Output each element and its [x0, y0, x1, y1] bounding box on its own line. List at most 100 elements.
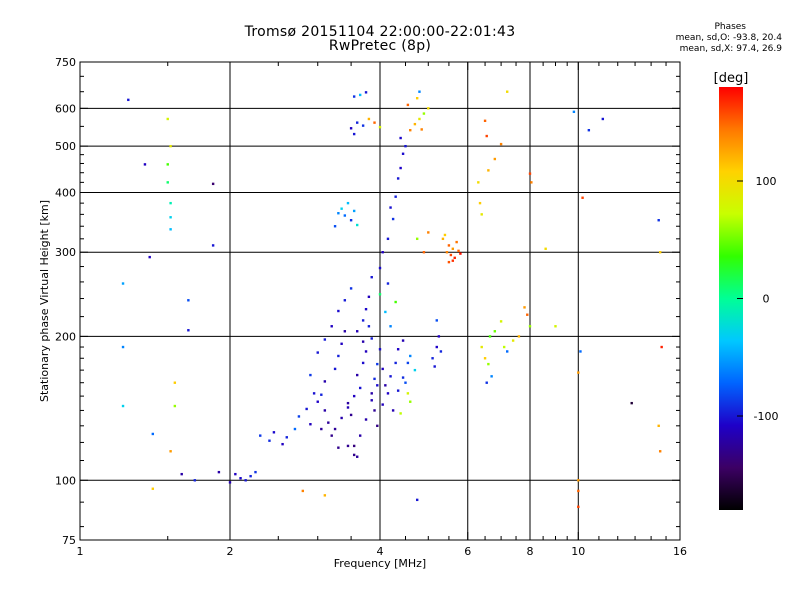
data-point	[490, 375, 493, 378]
y-tick-label: 400	[55, 186, 76, 199]
y-axis: 75 100 200 300 400 500 600 750	[55, 56, 680, 547]
data-point	[530, 181, 533, 184]
data-point	[384, 384, 387, 387]
data-point	[587, 128, 591, 132]
data-point	[309, 373, 312, 377]
data-point	[401, 339, 405, 342]
data-point	[173, 381, 177, 384]
y-tick-label: 750	[55, 56, 76, 69]
data-point	[427, 107, 430, 110]
data-point	[478, 201, 482, 205]
data-point	[386, 392, 390, 395]
data-point	[439, 350, 443, 353]
grid-lines	[80, 62, 680, 540]
data-point	[169, 228, 172, 231]
data-point	[151, 432, 155, 436]
data-point	[376, 384, 379, 387]
data-point	[285, 436, 288, 439]
data-point	[445, 251, 449, 254]
data-point	[409, 128, 412, 132]
y-tick-label: 600	[55, 102, 76, 115]
data-point	[499, 320, 503, 323]
data-point	[337, 212, 340, 215]
data-point	[528, 325, 532, 328]
data-point	[389, 206, 392, 209]
data-point	[259, 434, 262, 437]
data-point	[483, 357, 487, 360]
data-point	[485, 134, 488, 138]
data-point	[433, 365, 436, 368]
data-point	[173, 404, 177, 408]
data-point	[511, 339, 515, 342]
y-tick-label: 500	[55, 140, 76, 153]
data-point	[151, 487, 155, 490]
data-point	[244, 479, 247, 482]
data-point	[396, 389, 400, 392]
data-point	[337, 446, 340, 449]
data-point	[579, 350, 582, 353]
data-point	[169, 144, 172, 148]
data-point	[346, 401, 350, 405]
data-point	[333, 427, 337, 431]
data-point	[166, 117, 169, 121]
data-point	[349, 127, 353, 130]
data-point	[459, 252, 462, 255]
data-point	[386, 282, 390, 285]
x-tick-label: 2	[227, 545, 234, 558]
data-point	[413, 368, 417, 372]
data-point	[358, 434, 362, 437]
data-point	[427, 231, 430, 234]
data-point	[420, 128, 423, 131]
data-point	[361, 361, 365, 365]
data-point	[361, 319, 365, 322]
data-point	[217, 470, 221, 474]
data-point	[485, 381, 488, 384]
data-point	[528, 172, 532, 175]
data-point	[337, 309, 340, 313]
y-axis-label: Stationary phase Virtual Height [km]	[38, 200, 51, 402]
data-point	[447, 244, 451, 247]
data-point	[370, 392, 373, 395]
data-point	[660, 345, 663, 349]
data-point	[418, 117, 421, 121]
data-point	[381, 367, 384, 371]
data-point	[422, 251, 426, 254]
colorbar-tick-label: -100	[754, 410, 779, 423]
data-point	[451, 247, 455, 250]
data-point	[349, 219, 353, 222]
data-point	[352, 453, 356, 457]
data-point	[493, 330, 497, 333]
data-point	[337, 354, 340, 358]
data-point	[453, 256, 456, 260]
phase-stats: Phases mean, sd,O: -93.8, 20.4 mean, sd,…	[676, 22, 782, 55]
data-point	[169, 450, 172, 453]
data-point	[378, 348, 382, 351]
data-point	[333, 225, 337, 228]
x-tick-label: 1	[77, 545, 84, 558]
data-point	[526, 313, 529, 316]
data-point	[415, 96, 419, 100]
data-point	[523, 306, 526, 309]
data-point	[404, 144, 407, 148]
data-point	[228, 481, 232, 484]
data-point	[657, 219, 660, 222]
data-point	[211, 244, 215, 247]
data-point	[281, 442, 284, 446]
data-point	[169, 201, 172, 205]
data-point	[349, 287, 353, 290]
data-point	[517, 335, 521, 338]
data-point	[477, 181, 480, 184]
colorbar-ticks: -100 0 100	[737, 175, 778, 423]
data-point	[373, 409, 376, 412]
data-point	[577, 489, 580, 493]
phase-stats-x: mean, sd,X: 97.4, 26.9	[679, 44, 782, 54]
x-axis: 1 2 4 6 8 10 16	[77, 62, 687, 558]
data-point	[443, 233, 447, 237]
data-point	[309, 423, 312, 426]
data-point	[657, 424, 660, 428]
data-point	[406, 392, 410, 395]
data-point	[422, 112, 426, 115]
data-point	[376, 424, 379, 428]
data-point	[358, 93, 362, 97]
data-point	[630, 401, 633, 405]
